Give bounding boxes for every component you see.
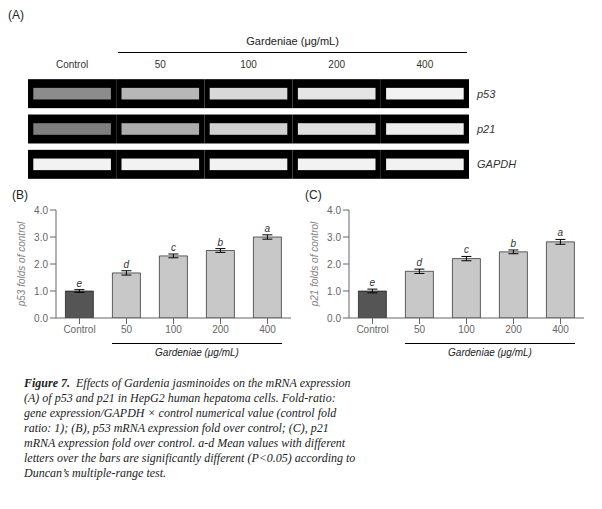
svg-text:200: 200	[328, 59, 345, 70]
html-text:Gardeniae (μg/mL): Gardeniae (μg/mL)	[246, 35, 339, 47]
html-text:(C): (C)	[305, 188, 322, 202]
svg-text:Control: Control	[63, 324, 95, 335]
svg-text:3.0: 3.0	[34, 232, 48, 243]
html-text:Gardeniae (μg/mL): Gardeniae (μg/mL)	[448, 347, 532, 358]
svg-text:50: 50	[155, 59, 167, 70]
svg-text:GAPDH: GAPDH	[477, 158, 516, 170]
svg-text:3.0: 3.0	[327, 232, 341, 243]
svg-text:1.0: 1.0	[34, 286, 48, 297]
svg-text:50: 50	[121, 324, 133, 335]
svg-text:4.0: 4.0	[327, 205, 341, 216]
html-text:letters over the bars are sign: letters over the bars are significantly …	[24, 451, 356, 465]
html-text:Gardeniae (μg/mL): Gardeniae (μg/mL)	[155, 347, 239, 358]
svg-text:p21: p21	[476, 123, 495, 135]
html-text:gene expression/GAPDH × contro: gene expression/GAPDH × control numerica…	[24, 406, 337, 420]
svg-text:100: 100	[240, 59, 257, 70]
svg-text:2.0: 2.0	[327, 259, 341, 270]
html-text:(A) of p53 and p21 in HepG2 hu: (A) of p53 and p21 in HepG2 human hepato…	[24, 391, 336, 405]
svg-text:a: a	[558, 227, 564, 238]
svg-text:d: d	[417, 257, 423, 268]
svg-text:400: 400	[552, 324, 569, 335]
svg-text:p53: p53	[476, 88, 496, 100]
svg-text:a: a	[265, 223, 271, 234]
svg-text:p53 folds of control: p53 folds of control	[16, 221, 27, 307]
svg-text:b: b	[218, 237, 224, 248]
svg-text:4.0: 4.0	[34, 205, 48, 216]
svg-text:100: 100	[165, 324, 182, 335]
svg-text:c: c	[171, 242, 176, 253]
svg-text:Control: Control	[56, 59, 88, 70]
svg-text:400: 400	[259, 324, 276, 335]
html-text:mRNA expression fold over cont: mRNA expression fold over control. a-d M…	[24, 436, 346, 450]
svg-text:b: b	[511, 238, 517, 249]
html-text:(B): (B)	[12, 188, 28, 202]
svg-text:2.0: 2.0	[34, 259, 48, 270]
svg-text:200: 200	[212, 324, 229, 335]
svg-text:200: 200	[505, 324, 522, 335]
svg-text:e: e	[370, 277, 376, 288]
svg-text:e: e	[77, 278, 83, 289]
html-text:Figure 7. Effects of Gardenia: Figure 7. Effects of Gardenia jasminoide…	[24, 376, 351, 390]
html-text:Duncan’s multiple-range test.: Duncan’s multiple-range test.	[24, 466, 167, 480]
html-text:ratio: 1); (B), p53 mRNA expre: ratio: 1); (B), p53 mRNA expression fold…	[24, 421, 329, 435]
svg-text:d: d	[124, 259, 130, 270]
svg-text:p21 folds of control: p21 folds of control	[309, 221, 320, 307]
svg-text:0.0: 0.0	[34, 313, 48, 324]
svg-text:100: 100	[458, 324, 475, 335]
svg-text:400: 400	[417, 59, 434, 70]
svg-text:Control: Control	[356, 324, 388, 335]
svg-text:c: c	[464, 244, 469, 255]
svg-text:50: 50	[414, 324, 426, 335]
svg-text:0.0: 0.0	[327, 313, 341, 324]
svg-text:1.0: 1.0	[327, 286, 341, 297]
html-text:(A): (A)	[8, 8, 24, 22]
